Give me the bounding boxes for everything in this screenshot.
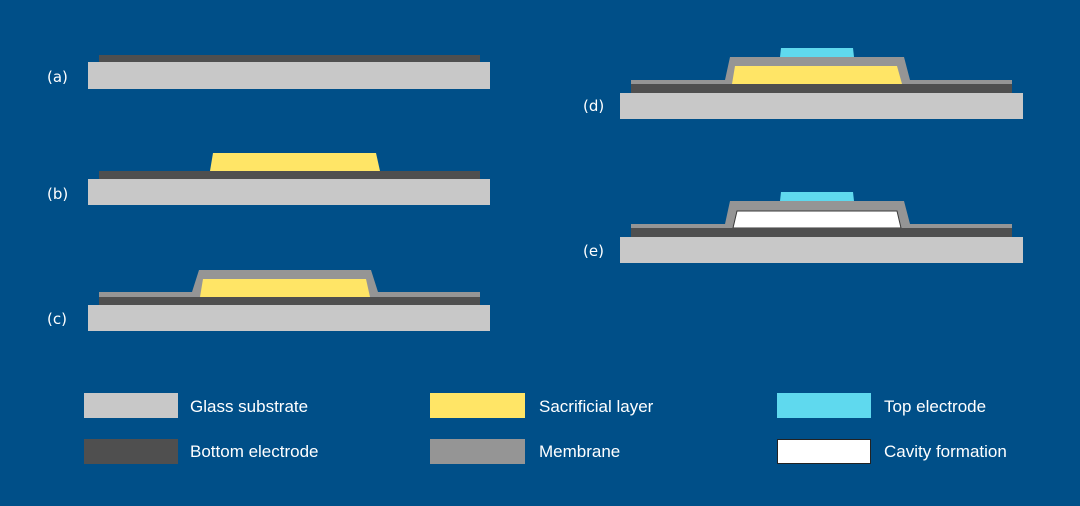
top-electrode [780, 48, 854, 57]
step-label: (c) [47, 310, 67, 328]
step-b: (b) [47, 153, 490, 205]
legend-label: Bottom electrode [190, 442, 319, 461]
legend-label: Top electrode [884, 397, 986, 416]
legend-item-bottom-electrode: Bottom electrode [84, 439, 319, 464]
bottom-electrode [99, 55, 480, 62]
legend-item-sacrificial-layer: Sacrificial layer [430, 393, 654, 418]
glass-substrate [88, 62, 490, 89]
step-label: (a) [47, 68, 68, 86]
glass-substrate [620, 93, 1023, 119]
legend-swatch [430, 393, 525, 418]
legend-swatch [430, 439, 525, 464]
sacrificial-layer [200, 279, 370, 297]
bottom-electrode [631, 84, 1012, 93]
legend-item-top-electrode: Top electrode [777, 393, 986, 418]
bottom-electrode [99, 297, 480, 305]
glass-substrate [88, 305, 490, 331]
legend-item-glass-substrate: Glass substrate [84, 393, 308, 418]
top-electrode [780, 192, 854, 201]
step-label: (e) [583, 242, 604, 260]
legend-item-membrane: Membrane [430, 439, 620, 464]
step-e: (e) [583, 192, 1023, 263]
legend-item-cavity-formation: Cavity formation [777, 439, 1007, 464]
legend-swatch [84, 439, 178, 464]
legend-label: Membrane [539, 442, 620, 461]
legend: Glass substrate Sacrificial layer Top el… [84, 393, 1007, 464]
step-a: (a) [47, 55, 490, 89]
bottom-electrode [99, 171, 480, 179]
legend-label: Sacrificial layer [539, 397, 654, 416]
step-d: (d) [583, 48, 1023, 119]
step-c: (c) [47, 270, 490, 331]
glass-substrate [620, 237, 1023, 263]
legend-swatch [777, 393, 871, 418]
legend-swatch [777, 439, 871, 464]
legend-swatch [84, 393, 178, 418]
legend-label: Glass substrate [190, 397, 308, 416]
legend-label: Cavity formation [884, 442, 1007, 461]
sacrificial-layer [210, 153, 380, 171]
sacrificial-layer [732, 66, 902, 84]
step-label: (b) [47, 185, 68, 203]
bottom-electrode [631, 228, 1012, 237]
step-label: (d) [583, 97, 604, 115]
cavity [732, 210, 902, 229]
glass-substrate [88, 179, 490, 205]
